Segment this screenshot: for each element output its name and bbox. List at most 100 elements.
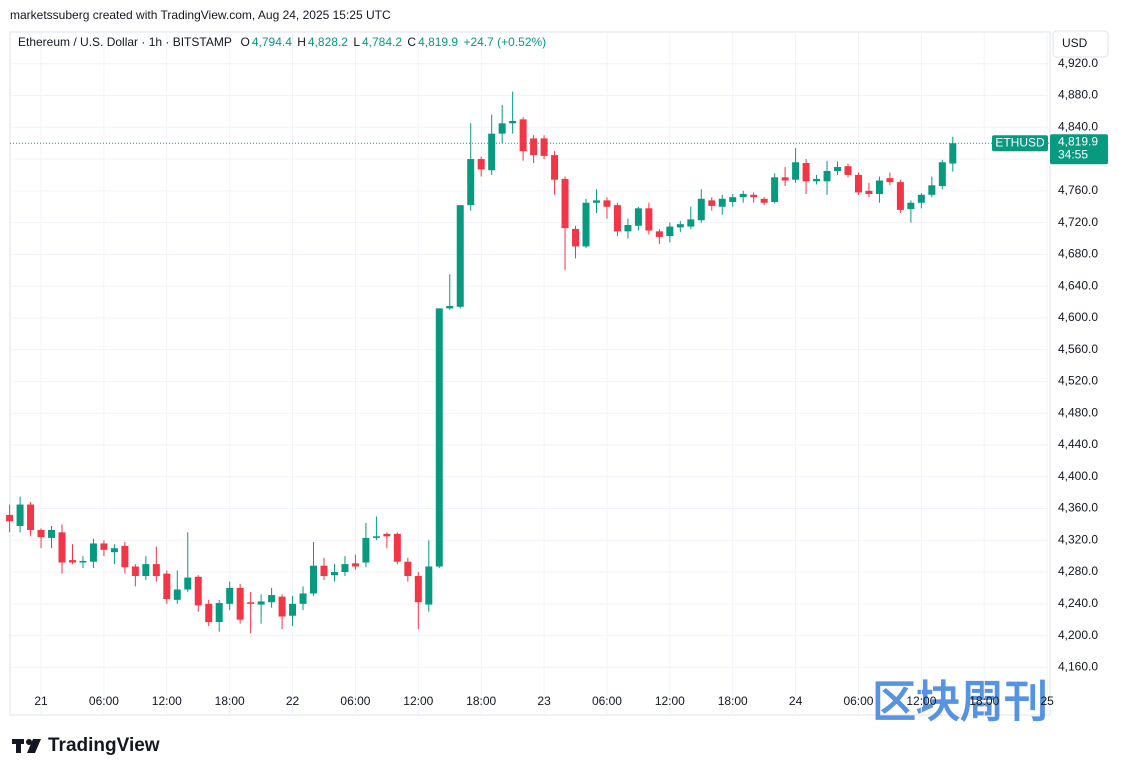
candle-body <box>205 603 213 623</box>
candle-body <box>456 205 464 307</box>
y-tick-label: 4,920.0 <box>1058 56 1098 70</box>
watermark: 区块周刊 <box>872 678 1048 727</box>
y-tick-label: 4,240.0 <box>1058 596 1098 610</box>
candle-body <box>341 564 349 573</box>
candle-body <box>173 589 181 600</box>
y-tick-label: 4,320.0 <box>1058 532 1098 546</box>
y-tick-label: 4,160.0 <box>1058 660 1098 674</box>
candle-body <box>320 565 328 577</box>
candle-body <box>236 587 244 620</box>
candle-body <box>79 560 87 563</box>
candle-body <box>362 537 370 563</box>
x-tick-label: 12:00 <box>403 694 433 708</box>
candle-body <box>854 174 862 193</box>
price-tag-label: 4,819.9 <box>1058 134 1098 148</box>
candle-body <box>100 543 108 550</box>
y-tick-label: 4,840.0 <box>1058 119 1098 133</box>
chart-header: Ethereum / U.S. Dollar · 1h · BITSTAMP O… <box>18 35 548 49</box>
candle-body <box>121 545 129 568</box>
candle-body <box>750 194 758 198</box>
tv-logo-mark <box>12 739 41 753</box>
candle-body <box>16 504 24 526</box>
candle-body <box>257 601 265 605</box>
candle-body <box>247 602 255 604</box>
y-tick-label: 4,760.0 <box>1058 183 1098 197</box>
x-tick-label: 18:00 <box>718 694 748 708</box>
o-label: O <box>240 35 250 49</box>
candle-body <box>509 120 517 124</box>
candle-body <box>6 514 14 522</box>
x-tick-label: 06:00 <box>843 694 873 708</box>
candle-body <box>834 167 842 171</box>
candle-body <box>477 159 485 170</box>
series-tag <box>992 135 1048 152</box>
x-tick-label: 18:00 <box>466 694 496 708</box>
candle-body <box>592 200 600 203</box>
candle-body <box>708 200 716 206</box>
candle-body <box>194 576 202 606</box>
c-value: 4,819.9 <box>418 35 459 49</box>
candle-body <box>886 178 894 183</box>
x-tick-label: 12:00 <box>152 694 182 708</box>
credit: marketssuberg created with TradingView.c… <box>10 8 391 22</box>
y-tick-label: 4,640.0 <box>1058 278 1098 292</box>
candle-body <box>58 532 66 563</box>
h-label: H <box>297 35 306 49</box>
candle-body <box>739 194 747 198</box>
c-label: C <box>407 35 417 49</box>
candle-body <box>299 593 307 604</box>
x-tick-label: 25 <box>1040 694 1054 708</box>
candle-body <box>645 208 653 231</box>
candle-body <box>142 564 150 577</box>
candle-body <box>781 177 789 181</box>
x-tick-label: 22 <box>286 694 300 708</box>
candle-body <box>498 123 506 134</box>
y-tick-label: 4,280.0 <box>1058 564 1098 578</box>
candle-body <box>938 162 946 187</box>
candle-body <box>844 166 852 175</box>
candle-body <box>949 143 957 164</box>
candle-body <box>110 548 118 553</box>
candle-body <box>68 560 76 563</box>
x-tick-label: 21 <box>34 694 48 708</box>
candle-body <box>666 226 674 237</box>
candle-body <box>561 178 569 229</box>
y-tick-label: 4,520.0 <box>1058 374 1098 388</box>
brand: TradingView <box>48 735 160 756</box>
candle-body <box>393 533 401 562</box>
candle-body <box>131 566 139 577</box>
price-tag <box>1050 134 1108 165</box>
o-value: 4,794.4 <box>251 35 292 49</box>
candle-body <box>330 572 338 576</box>
x-tick-label: 06:00 <box>89 694 119 708</box>
candle-body <box>624 224 632 232</box>
x-tick-label: 18:00 <box>969 694 999 708</box>
candle-body <box>875 180 883 195</box>
candle-body <box>27 504 35 530</box>
countdown: 34:55 <box>1058 147 1088 161</box>
y-tick-label: 4,680.0 <box>1058 247 1098 261</box>
candle-body <box>676 224 684 228</box>
candle-body <box>184 577 192 590</box>
candle-body <box>718 198 726 207</box>
y-tick-label: 4,880.0 <box>1058 88 1098 102</box>
x-tick-label: 12:00 <box>906 694 936 708</box>
candle-body <box>268 595 276 603</box>
candle-body <box>530 138 538 156</box>
candle-body <box>865 190 873 195</box>
currency-button[interactable] <box>1052 30 1109 58</box>
candle-body <box>907 202 915 210</box>
y-tick-label: 4,400.0 <box>1058 469 1098 483</box>
currency-label[interactable]: USD <box>1062 36 1088 50</box>
candle-body <box>414 576 422 603</box>
x-tick-label: 06:00 <box>340 694 370 708</box>
candle-body <box>383 533 391 537</box>
y-tick-label: 4,600.0 <box>1058 310 1098 324</box>
candle-body <box>572 228 580 247</box>
candle-body <box>687 219 695 227</box>
candle-body <box>917 194 925 203</box>
chart-title: Ethereum / U.S. Dollar · 1h · BITSTAMP <box>18 35 232 49</box>
candle-body <box>551 155 559 180</box>
candle-body <box>634 208 642 226</box>
change: +24.7 (+0.52%) <box>463 35 547 49</box>
